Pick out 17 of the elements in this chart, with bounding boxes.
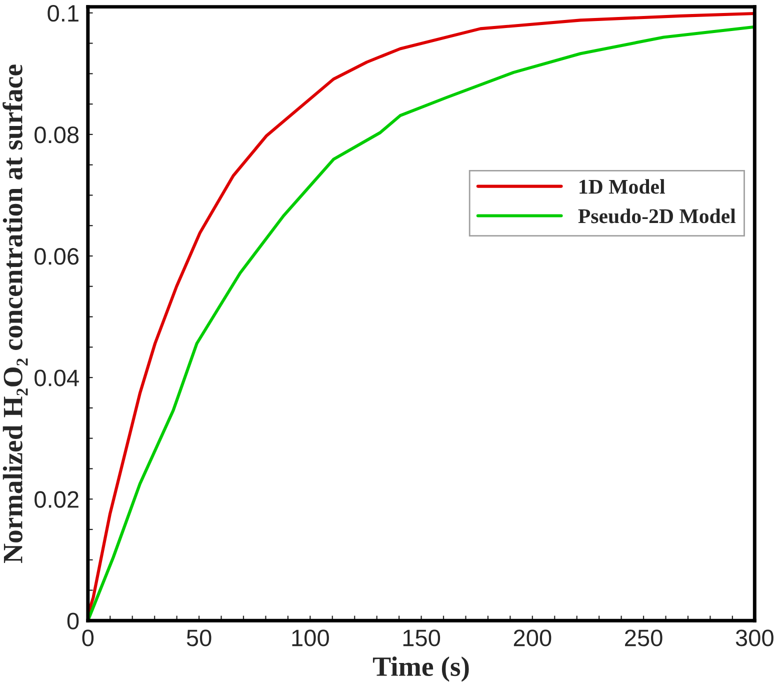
legend-label: 1D Model [580, 179, 665, 194]
y-tick-label: 0 [67, 612, 79, 630]
x-tick-label: 250 [625, 630, 662, 646]
x-tick-label: 200 [514, 630, 552, 646]
y-tick-label: 0.06 [34, 248, 79, 265]
x-tick-label: 150 [403, 630, 440, 646]
y-tick-label: 0.04 [34, 370, 79, 386]
y-tick-label: 0.08 [34, 126, 79, 144]
x-axis-title: Time (s) [372, 656, 469, 682]
x-tick-label: 100 [292, 630, 329, 646]
x-tick-label: 0 [82, 630, 94, 646]
x-tick-label: 300 [736, 630, 774, 646]
x-tick-label: 50 [186, 630, 212, 646]
y-tick-label: 0.1 [48, 4, 78, 22]
y-tick-label: 0.02 [34, 491, 78, 508]
legend-label: Pseudo-2D Model [578, 208, 736, 224]
y-axis-title: Normalized H₂O₂ concentration at surface [2, 64, 28, 563]
